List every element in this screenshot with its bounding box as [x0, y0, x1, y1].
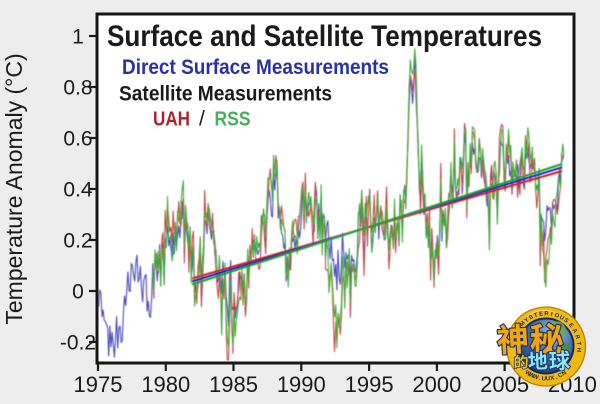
svg-text:1980: 1980	[141, 372, 190, 397]
svg-text:1985: 1985	[209, 372, 258, 397]
svg-text:W: W	[532, 374, 540, 382]
svg-text:C: C	[557, 372, 564, 380]
svg-text:1990: 1990	[277, 372, 326, 397]
svg-text:U: U	[542, 376, 547, 382]
svg-text:Temperature Anomaly (°C): Temperature Anomaly (°C)	[1, 53, 27, 324]
svg-text:UAH: UAH	[153, 109, 190, 131]
svg-text:Direct Surface Measurements: Direct Surface Measurements	[122, 56, 389, 79]
svg-text:R: R	[573, 334, 580, 341]
svg-text:E: E	[567, 322, 574, 329]
svg-text:RSS: RSS	[215, 109, 251, 131]
svg-text:1975: 1975	[74, 372, 123, 397]
svg-text:A: A	[571, 328, 579, 335]
svg-text:U: U	[558, 315, 565, 322]
svg-text:/: /	[199, 108, 205, 131]
svg-text:M: M	[519, 320, 527, 328]
svg-text:H: H	[575, 347, 581, 352]
svg-text:O: O	[553, 313, 560, 320]
svg-text:Surface and Satellite Temperat: Surface and Satellite Temperatures	[107, 20, 542, 53]
svg-text:-0.2: -0.2	[60, 332, 96, 355]
svg-text:E: E	[539, 311, 544, 318]
svg-text:2000: 2000	[412, 372, 461, 397]
svg-text:0: 0	[72, 281, 84, 304]
svg-text:W: W	[527, 372, 535, 380]
svg-text:I: I	[550, 312, 553, 318]
svg-text:N: N	[561, 370, 568, 377]
svg-text:0.4: 0.4	[63, 179, 93, 202]
svg-text:.: .	[555, 375, 559, 381]
svg-text:1: 1	[72, 26, 84, 49]
svg-text:T: T	[533, 312, 539, 319]
svg-text:0.8: 0.8	[63, 77, 92, 100]
svg-text:0.6: 0.6	[63, 128, 92, 151]
svg-text:U: U	[546, 376, 551, 382]
svg-text:1995: 1995	[345, 372, 394, 397]
svg-text:R: R	[544, 311, 549, 317]
svg-text:.: .	[538, 376, 541, 382]
svg-text:Y: Y	[523, 317, 530, 324]
svg-text:W: W	[524, 370, 532, 378]
svg-text:S: S	[528, 314, 534, 321]
svg-text:X: X	[550, 375, 555, 382]
svg-text:Satellite Measurements: Satellite Measurements	[119, 83, 332, 106]
svg-text:S: S	[562, 318, 569, 325]
svg-text:0.2: 0.2	[63, 230, 92, 253]
svg-text:T: T	[575, 341, 581, 346]
